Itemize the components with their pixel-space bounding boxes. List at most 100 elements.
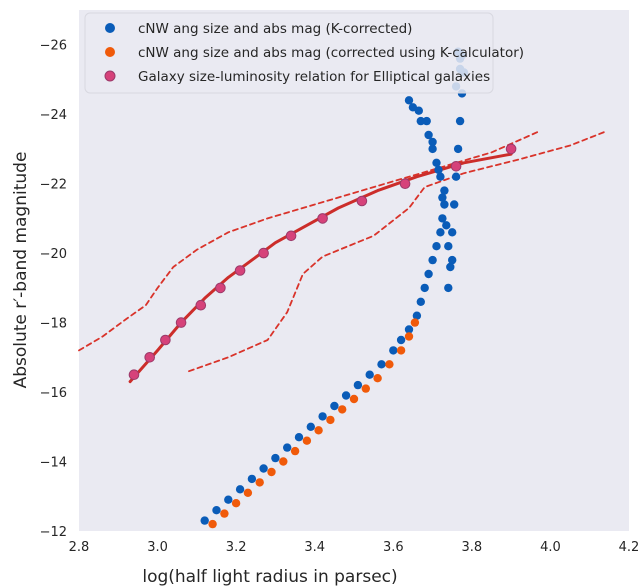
legend: cNW ang size and abs mag (K-corrected) cN… — [84, 12, 524, 94]
y-tick-label: −18 — [40, 317, 67, 332]
series-0-point — [436, 172, 445, 181]
x-tick-label: 3.2 — [226, 540, 247, 555]
series-0-point — [434, 165, 443, 174]
legend-label: cNW ang size and abs mag (K-corrected) — [138, 21, 412, 37]
series-0-point — [446, 262, 455, 272]
series-0-point — [432, 158, 441, 167]
series-0-point — [432, 242, 441, 251]
series-2-point — [285, 230, 297, 242]
y-tick-label: −20 — [40, 247, 67, 262]
series-0-point — [396, 335, 406, 345]
series-0-point — [283, 443, 292, 452]
series-0-point — [453, 144, 463, 154]
legend-label: cNW ang size and abs mag (corrected usin… — [138, 45, 524, 61]
series-2-point — [160, 334, 171, 346]
series-0-point — [212, 506, 221, 515]
y-tick-label: −12 — [40, 525, 67, 540]
series-0-point — [455, 116, 465, 126]
bound-dashed-line — [78, 130, 540, 352]
series-1-point — [404, 332, 414, 341]
series-1-point — [290, 446, 300, 456]
x-tick-label: 2.8 — [69, 540, 90, 555]
series-0-point — [440, 186, 449, 195]
series-2-point — [175, 317, 187, 328]
series-0-point — [444, 242, 453, 251]
series-0-point — [428, 144, 437, 154]
series-0-point — [424, 269, 433, 279]
series-2-point — [128, 369, 140, 381]
series-1-point — [302, 436, 312, 445]
series-1-point — [385, 360, 394, 369]
series-1-point — [208, 519, 217, 529]
series-0-point — [428, 137, 437, 147]
series-0-point — [436, 228, 445, 237]
bound-dashed-line — [188, 130, 607, 373]
series-1-point — [373, 374, 382, 383]
x-tick-label: 3.0 — [147, 540, 168, 555]
y-axis-label: Absolute r′-band magnitude — [11, 152, 31, 389]
series-1-point — [243, 488, 253, 497]
legend-frame — [84, 12, 494, 94]
series-0-point — [412, 311, 422, 320]
series-1-point — [279, 457, 288, 466]
series-0-point — [438, 214, 447, 223]
series-0-point — [416, 297, 425, 306]
series-0-point — [247, 474, 257, 484]
series-0-point — [341, 391, 351, 400]
series-1-point — [220, 509, 229, 518]
x-axis-label: log(half light radius in parsec) — [142, 567, 397, 587]
series-0-point — [450, 200, 459, 209]
series-0-point — [365, 370, 374, 379]
series-0-point — [404, 96, 414, 105]
y-tick-label: −26 — [40, 39, 67, 54]
series-1-point — [231, 499, 241, 508]
x-tick-label: 3.6 — [383, 540, 404, 555]
series-0-point — [318, 412, 327, 421]
plot-area — [79, 10, 629, 531]
series-1-point — [349, 394, 359, 404]
series-0-point — [353, 380, 363, 390]
series-0-point — [444, 283, 453, 293]
series-2-point — [356, 195, 368, 207]
y-tick-label: −22 — [40, 178, 67, 193]
series-0-point — [442, 221, 451, 230]
series-0-point — [271, 453, 280, 463]
series-2-point — [144, 352, 155, 363]
series-1-point — [255, 478, 264, 487]
series-2-point — [215, 282, 226, 294]
series-0-point — [404, 325, 414, 334]
legend-label: Galaxy size-luminosity relation for Elli… — [138, 69, 490, 85]
series-0-point — [259, 464, 268, 473]
legend-marker — [105, 47, 115, 57]
series-0-point — [438, 193, 447, 202]
series-2-point — [234, 265, 246, 276]
series-0-point — [200, 516, 209, 525]
series-1-point — [267, 467, 276, 477]
series-0-point — [448, 255, 457, 265]
series-0-point — [422, 116, 431, 126]
series-0-point — [389, 346, 398, 355]
series-1-point — [361, 384, 370, 393]
series-0-point — [330, 401, 339, 411]
series-2-point — [195, 299, 207, 311]
series-0-point — [224, 495, 233, 504]
series-0-point — [428, 255, 437, 265]
series-2-point — [399, 178, 411, 189]
x-tick-label: 3.8 — [462, 540, 483, 555]
series-0-point — [424, 130, 433, 140]
legend-marker — [105, 23, 115, 33]
series-1-point — [338, 405, 347, 414]
series-0-point — [440, 200, 449, 209]
x-tick-label: 3.4 — [304, 540, 325, 555]
series-2-point — [450, 161, 462, 172]
series-0-point — [377, 360, 386, 369]
legend-marker — [104, 70, 116, 82]
series-1-point — [396, 346, 406, 355]
series-0-point — [306, 422, 315, 431]
series-0-point — [420, 283, 429, 293]
series-0-point — [235, 485, 245, 494]
x-tick-labels: 2.8 3.0 3.2 3.4 3.6 3.8 4.0 4.2 — [69, 540, 640, 555]
series-1-point — [314, 426, 323, 435]
series-2-point — [317, 213, 328, 224]
